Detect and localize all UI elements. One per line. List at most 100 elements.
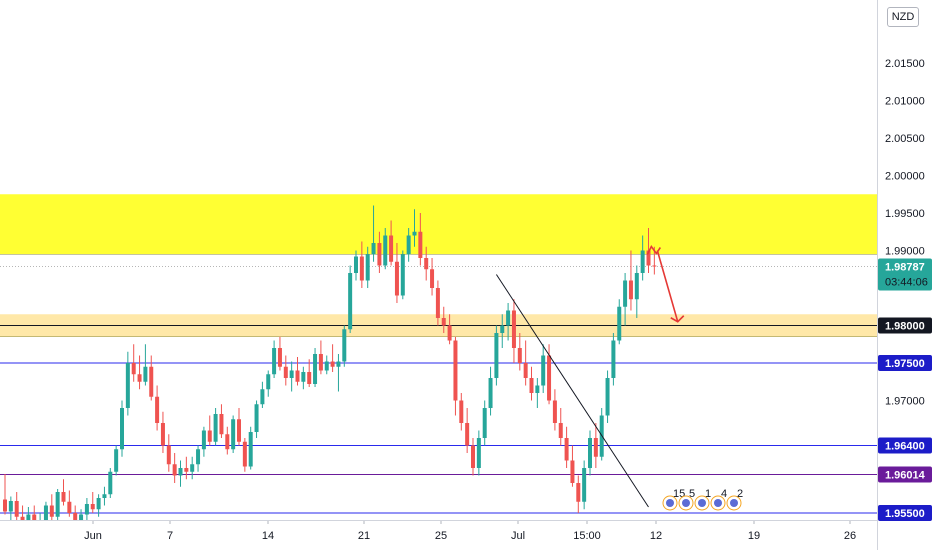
candle bbox=[336, 361, 341, 367]
candle bbox=[90, 504, 95, 510]
candle bbox=[102, 494, 107, 498]
candle bbox=[61, 492, 66, 502]
candle bbox=[465, 423, 470, 446]
candle bbox=[400, 254, 405, 296]
time-tick-label: 25 bbox=[435, 530, 447, 542]
level-badge-bg bbox=[878, 505, 932, 521]
price-tick-label: 2.00500 bbox=[885, 133, 925, 145]
level-badge-bg bbox=[878, 437, 932, 454]
candle bbox=[430, 269, 435, 288]
candle bbox=[84, 504, 89, 515]
level-badge-bg bbox=[878, 355, 932, 371]
candle bbox=[172, 464, 177, 476]
time-tick-label: 15:00 bbox=[573, 530, 601, 542]
zone-resistance bbox=[0, 194, 877, 255]
price-badges: 1.98000 1.97500 1.96400 1.96014 1.95500 1.987… bbox=[878, 258, 932, 521]
time-tick-label: Jul bbox=[511, 530, 525, 542]
candle bbox=[266, 374, 271, 390]
candle bbox=[149, 366, 154, 397]
candle bbox=[155, 396, 160, 423]
candle bbox=[593, 438, 598, 457]
last-price-badge-bg bbox=[878, 258, 932, 291]
candle bbox=[453, 340, 458, 401]
price-tick-label: 2.00000 bbox=[885, 171, 925, 183]
candle bbox=[447, 325, 452, 341]
level-badge: 1.98000 bbox=[885, 321, 925, 333]
candle bbox=[3, 499, 7, 512]
candle bbox=[295, 370, 300, 382]
time-tick-label: 12 bbox=[650, 530, 662, 542]
candle bbox=[535, 385, 540, 393]
currency-label[interactable]: NZD bbox=[887, 7, 919, 27]
candle bbox=[242, 441, 247, 467]
candle bbox=[383, 235, 388, 266]
level-badge: 1.97500 bbox=[885, 358, 925, 370]
candle bbox=[254, 404, 259, 432]
candles-layer bbox=[3, 205, 657, 540]
candle bbox=[213, 414, 218, 442]
candle bbox=[605, 378, 610, 416]
candle bbox=[184, 468, 189, 472]
candle bbox=[196, 449, 201, 465]
price-tick-label: 2.01500 bbox=[885, 58, 925, 70]
candle bbox=[225, 434, 230, 450]
candle bbox=[488, 378, 493, 408]
candle bbox=[564, 438, 569, 461]
last-price-badge: 1.98787 bbox=[885, 261, 925, 273]
level-badge-bg bbox=[878, 317, 932, 334]
candle bbox=[125, 363, 130, 408]
time-tick-label: 19 bbox=[748, 530, 760, 542]
candle bbox=[318, 354, 323, 371]
candle bbox=[131, 363, 136, 375]
candle bbox=[120, 408, 124, 450]
candle bbox=[646, 250, 651, 266]
level-badge: 1.96014 bbox=[885, 469, 926, 481]
candle bbox=[8, 501, 13, 512]
candle bbox=[588, 438, 592, 468]
candle bbox=[73, 513, 78, 522]
candle bbox=[342, 329, 347, 362]
candle bbox=[406, 235, 411, 255]
candle bbox=[272, 348, 277, 375]
candle bbox=[190, 464, 195, 472]
time-tick-label: 21 bbox=[358, 530, 370, 542]
candle bbox=[307, 372, 312, 384]
candle bbox=[494, 333, 499, 378]
price-tick-label: 2.01000 bbox=[885, 96, 925, 108]
candle bbox=[523, 363, 528, 378]
candle bbox=[617, 306, 622, 341]
candle bbox=[424, 258, 429, 270]
candle bbox=[283, 366, 288, 378]
candle bbox=[348, 273, 353, 330]
candle bbox=[67, 501, 72, 513]
price-axis[interactable]: 2.01500 2.01000 2.00500 2.00000 1.99500 1.990… bbox=[885, 58, 925, 408]
candle bbox=[570, 460, 575, 483]
candle bbox=[219, 414, 224, 435]
candle bbox=[32, 514, 37, 525]
candle bbox=[471, 445, 475, 468]
candle bbox=[359, 256, 364, 281]
candle bbox=[652, 265, 657, 267]
time-tick-label: Jun bbox=[84, 530, 102, 542]
candle bbox=[289, 370, 294, 378]
candle bbox=[558, 423, 563, 438]
event-marker-count: 2 bbox=[737, 488, 743, 500]
candle bbox=[43, 505, 48, 521]
candle bbox=[313, 354, 318, 384]
countdown-timer: 03:44:06 bbox=[885, 276, 928, 288]
candle bbox=[628, 280, 633, 300]
event-marker-count: 4 bbox=[721, 488, 727, 500]
candle bbox=[49, 505, 54, 517]
candle bbox=[207, 430, 212, 442]
candle bbox=[231, 419, 236, 450]
time-axis[interactable]: Jun 7 14 21 25 Jul 15:00 12 19 26 bbox=[84, 521, 856, 542]
projection-arrow bbox=[656, 250, 679, 322]
candle bbox=[96, 498, 101, 510]
candle bbox=[324, 361, 329, 371]
candle bbox=[55, 492, 60, 517]
candle bbox=[441, 318, 446, 326]
candle bbox=[14, 501, 19, 517]
candle bbox=[178, 468, 183, 476]
